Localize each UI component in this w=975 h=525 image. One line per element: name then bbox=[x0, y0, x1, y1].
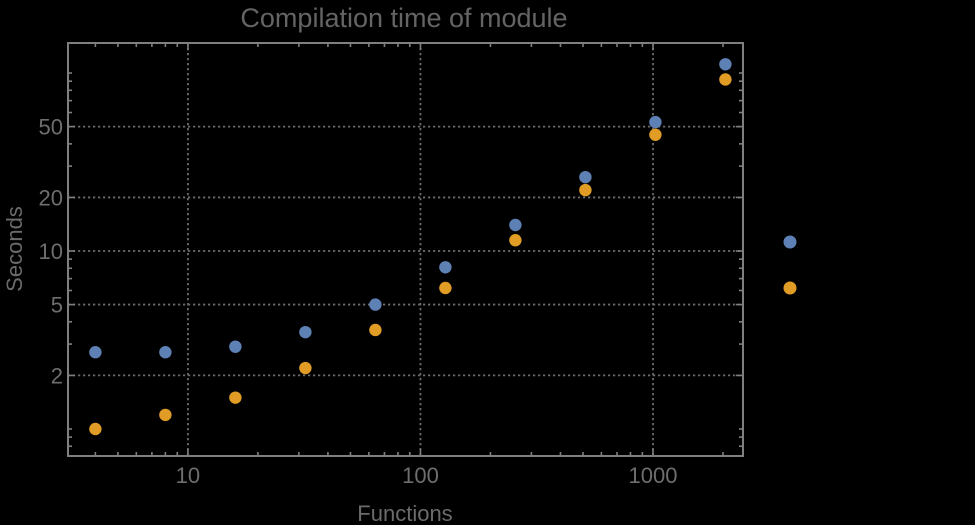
y-tick-label: 50 bbox=[39, 115, 63, 140]
data-point bbox=[159, 408, 172, 422]
plot-frame bbox=[67, 42, 744, 457]
x-tick-label: 10 bbox=[176, 463, 200, 488]
axis-ticks bbox=[68, 43, 743, 456]
y-axis-label: Seconds bbox=[2, 206, 27, 292]
legend bbox=[783, 235, 797, 295]
x-axis-label: Functions bbox=[357, 501, 452, 525]
data-point bbox=[579, 183, 592, 197]
data-point bbox=[299, 325, 312, 339]
y-tick-label: 2 bbox=[51, 363, 63, 388]
data-point bbox=[229, 340, 242, 353]
data-point bbox=[579, 170, 592, 184]
data-point bbox=[439, 261, 452, 274]
data-point bbox=[719, 73, 732, 86]
y-tick-label: 10 bbox=[39, 239, 63, 264]
y-tick-label: 20 bbox=[39, 185, 63, 210]
data-point bbox=[229, 391, 242, 404]
data-point bbox=[439, 281, 452, 295]
data-points bbox=[89, 58, 732, 436]
data-point bbox=[719, 58, 732, 71]
data-point bbox=[369, 298, 382, 311]
y-tick-label: 5 bbox=[51, 293, 63, 318]
data-point bbox=[299, 361, 312, 375]
data-point bbox=[89, 422, 102, 436]
axis-labels: Compilation time of module Functions Sec… bbox=[2, 3, 677, 525]
data-point bbox=[649, 128, 662, 141]
tick-labels: 10 100 1000 2 5 10 20 50 bbox=[39, 115, 678, 488]
data-point bbox=[509, 218, 522, 232]
legend-marker bbox=[783, 235, 797, 249]
x-tick-label: 100 bbox=[402, 463, 439, 488]
legend-marker bbox=[783, 281, 797, 295]
data-point bbox=[509, 234, 522, 247]
chart-title: Compilation time of module bbox=[240, 3, 567, 33]
data-point bbox=[369, 323, 382, 337]
data-point bbox=[159, 346, 172, 359]
data-point bbox=[89, 346, 102, 359]
data-point bbox=[649, 115, 662, 129]
x-tick-label: 1000 bbox=[629, 463, 678, 488]
gridlines bbox=[68, 43, 743, 456]
